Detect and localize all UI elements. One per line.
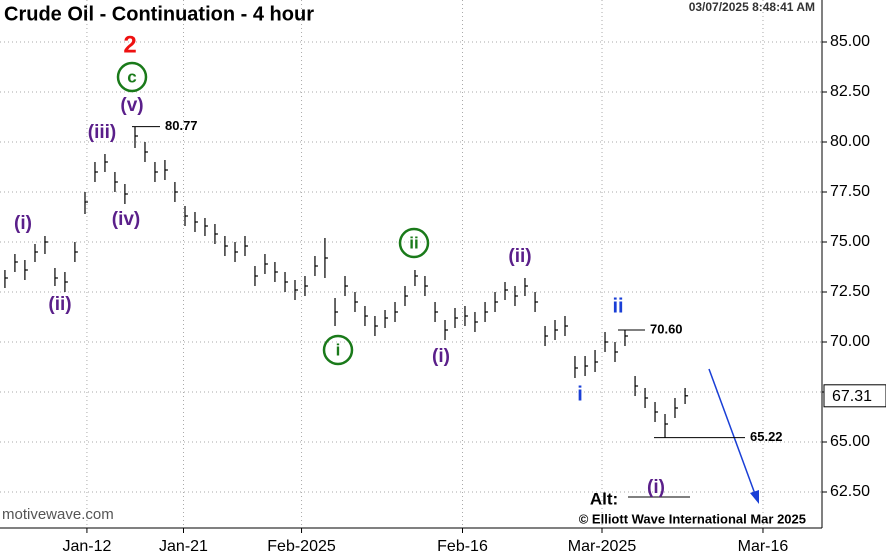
copyright: © Elliott Wave International Mar 2025 bbox=[579, 511, 806, 526]
wave-label: (i) bbox=[14, 213, 32, 234]
wave-label: (ii) bbox=[48, 294, 71, 315]
x-tick-label: Mar-16 bbox=[738, 538, 789, 555]
y-tick-label: 80.00 bbox=[830, 133, 870, 150]
wave-label: (iii) bbox=[88, 122, 117, 143]
wave-label: (iv) bbox=[112, 209, 141, 230]
wave-label: (i) bbox=[647, 477, 665, 498]
y-tick-label: 85.00 bbox=[830, 33, 870, 50]
wave-label: (i) bbox=[432, 346, 450, 367]
wave-label: (ii) bbox=[508, 246, 531, 267]
timestamp: 03/07/2025 8:48:41 AM bbox=[689, 0, 815, 14]
wave-label: i bbox=[336, 340, 341, 359]
x-tick-label: Jan-21 bbox=[159, 538, 208, 555]
x-tick-label: Feb-2025 bbox=[267, 538, 336, 555]
wave-label: ii bbox=[409, 233, 418, 252]
wave-label: c bbox=[127, 67, 136, 86]
y-tick-label: 77.50 bbox=[830, 183, 870, 200]
wave-label: (v) bbox=[120, 95, 143, 116]
price-level-label: 70.60 bbox=[650, 321, 683, 336]
wave-circle bbox=[398, 227, 430, 259]
wave-circle bbox=[116, 61, 148, 93]
forecast-arrow bbox=[708, 368, 759, 504]
grid bbox=[0, 0, 822, 528]
y-tick-label: 70.00 bbox=[830, 333, 870, 350]
price-level-label: 80.77 bbox=[165, 118, 198, 133]
wave-label: i bbox=[577, 383, 583, 405]
y-tick-label: 75.00 bbox=[830, 233, 870, 250]
x-tick-label: Jan-12 bbox=[62, 538, 111, 555]
x-tick-label: Feb-16 bbox=[437, 538, 488, 555]
wave-label: Alt: bbox=[590, 489, 618, 508]
wave-circle bbox=[322, 334, 354, 366]
y-tick-label: 82.50 bbox=[830, 83, 870, 100]
last-price-box bbox=[823, 384, 886, 408]
y-tick-label: 72.50 bbox=[830, 283, 870, 300]
wave-label: ii bbox=[612, 295, 623, 317]
price-bars bbox=[4, 126, 689, 438]
y-tick-label: 65.00 bbox=[830, 433, 870, 450]
x-tick-label: Mar-2025 bbox=[568, 538, 637, 555]
price-level-label: 65.22 bbox=[750, 429, 783, 444]
last-price-label: 67.31 bbox=[832, 388, 872, 405]
wave-label: 2 bbox=[123, 31, 136, 58]
y-tick-label: 62.50 bbox=[830, 483, 870, 500]
chart-title: Crude Oil - Continuation - 4 hour bbox=[4, 3, 314, 25]
watermark: motivewave.com bbox=[2, 506, 114, 523]
